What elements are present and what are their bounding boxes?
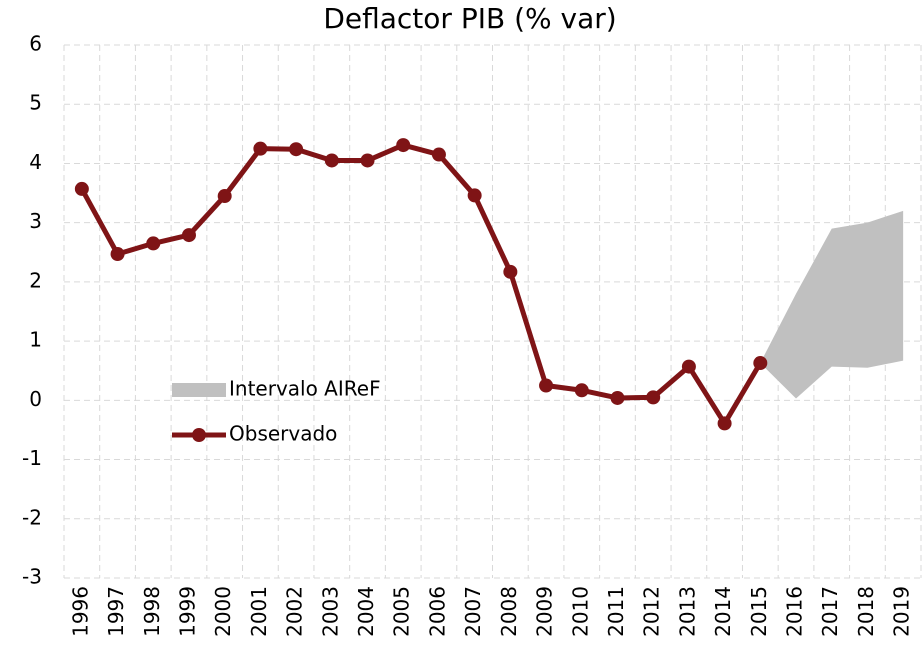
x-tick-label: 2015 xyxy=(747,586,771,637)
y-tick-label: 5 xyxy=(29,91,42,115)
x-tick-label: 2012 xyxy=(640,586,664,637)
x-tick-label: 2019 xyxy=(890,586,914,637)
x-tick-label: 2018 xyxy=(854,586,878,637)
x-tick-label: 2013 xyxy=(675,586,699,637)
x-tick-label: 2005 xyxy=(390,586,414,637)
y-tick-label: 2 xyxy=(29,268,42,292)
x-tick-label: 2016 xyxy=(783,586,807,637)
x-tick-label: 1997 xyxy=(104,586,128,637)
marker xyxy=(646,390,661,405)
interval-band xyxy=(760,210,904,399)
marker xyxy=(717,416,732,431)
x-tick-label: 2011 xyxy=(604,586,628,637)
y-tick-label: 0 xyxy=(29,387,42,411)
x-tick-label: 2008 xyxy=(497,586,521,637)
legend-label: Intervalo AIReF xyxy=(229,377,381,401)
x-tick-label: 1998 xyxy=(140,586,164,637)
marker xyxy=(324,153,339,168)
y-tick-label: 1 xyxy=(29,328,42,352)
marker xyxy=(146,236,161,251)
legend-swatch xyxy=(172,383,226,397)
marker xyxy=(217,189,232,204)
x-tick-label: 2014 xyxy=(711,586,735,637)
legend-label: Observado xyxy=(229,422,337,446)
x-tick-label: 1999 xyxy=(175,586,199,637)
marker xyxy=(467,188,482,203)
chart-title: Deflactor PIB (% var) xyxy=(323,2,616,35)
x-tick-label: 2000 xyxy=(211,586,235,637)
x-tick-label: 2009 xyxy=(533,586,557,637)
marker xyxy=(574,383,589,398)
marker xyxy=(396,138,411,153)
y-tick-label: -2 xyxy=(22,505,42,529)
marker xyxy=(253,141,268,156)
marker xyxy=(74,181,89,196)
marker xyxy=(610,390,625,405)
x-tick-label: 2002 xyxy=(283,586,307,637)
marker xyxy=(503,264,518,279)
x-tick-label: 1996 xyxy=(68,586,92,637)
y-tick-label: -3 xyxy=(22,565,42,589)
x-tick-label: 2010 xyxy=(568,586,592,637)
y-tick-label: 3 xyxy=(29,209,42,233)
x-tick-label: 2017 xyxy=(818,586,842,637)
marker xyxy=(431,147,446,162)
x-tick-label: 2003 xyxy=(318,586,342,637)
x-tick-label: 2007 xyxy=(461,586,485,637)
marker xyxy=(753,356,768,371)
marker xyxy=(110,247,125,262)
y-tick-label: -1 xyxy=(22,446,42,470)
y-tick-label: 4 xyxy=(29,150,42,174)
x-tick-label: 2004 xyxy=(354,586,378,637)
marker xyxy=(681,359,696,374)
marker xyxy=(360,153,375,168)
y-tick-label: 6 xyxy=(29,32,42,56)
x-tick-label: 2006 xyxy=(425,586,449,637)
marker xyxy=(539,378,554,393)
marker xyxy=(289,142,304,157)
legend-swatch xyxy=(192,428,206,442)
x-tick-label: 2001 xyxy=(247,586,271,637)
marker xyxy=(181,228,196,243)
